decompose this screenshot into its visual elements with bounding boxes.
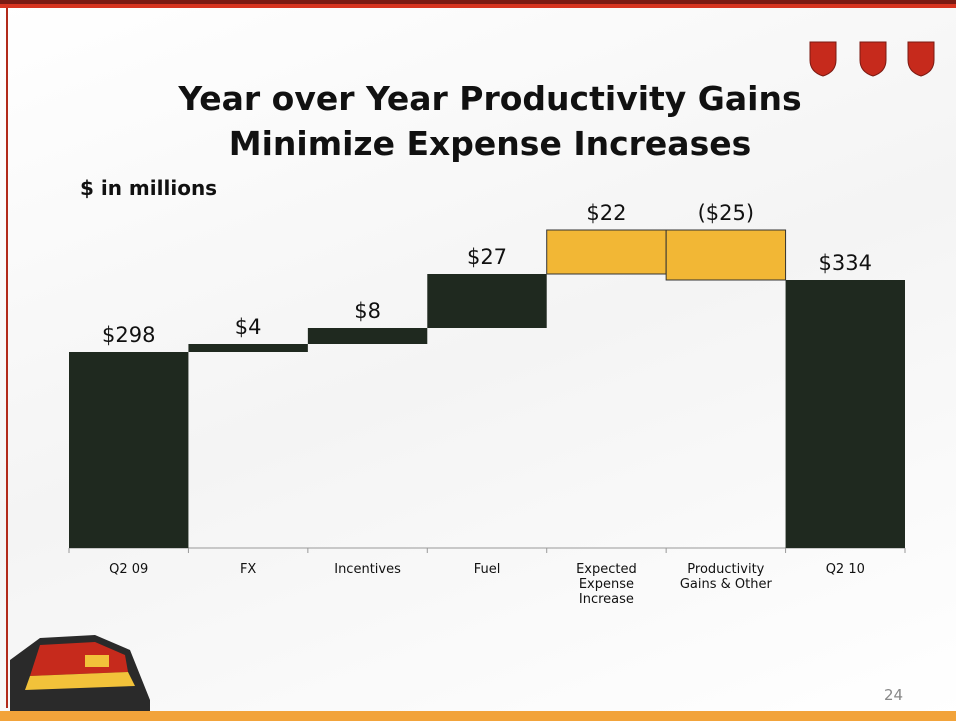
bar [785, 280, 905, 548]
value-label: ($25) [698, 201, 754, 225]
x-tick-label: Q2 09 [109, 562, 149, 577]
logos [809, 41, 935, 77]
value-label: $8 [354, 299, 381, 323]
bar [307, 328, 428, 344]
left-rule [6, 8, 8, 708]
subtitle: $ in millions [80, 176, 218, 200]
x-tick-label: Expected Expense Increase [576, 562, 637, 607]
bottom-band [0, 711, 956, 721]
x-tick-label: Fuel [473, 562, 501, 577]
value-label: $298 [102, 323, 155, 347]
top-rule [0, 4, 956, 8]
x-tick-label: Productivity Gains & Other [679, 562, 772, 592]
x-tick-label: Incentives [334, 562, 401, 577]
value-label: $4 [235, 315, 262, 339]
value-label: $22 [586, 201, 626, 225]
title: Year over Year Productivity Gains Minimi… [178, 79, 802, 163]
page-number: 24 [884, 686, 904, 704]
value-label: $334 [819, 251, 872, 275]
top-rule [0, 0, 956, 4]
bar [427, 274, 547, 328]
locomotive [10, 635, 150, 711]
bar [665, 229, 787, 281]
bar [69, 352, 189, 548]
value-label: $27 [467, 245, 507, 269]
bar [188, 344, 308, 352]
bar [546, 229, 667, 275]
x-tick-label: Q2 10 [825, 562, 865, 577]
x-tick-label: FX [239, 562, 257, 577]
